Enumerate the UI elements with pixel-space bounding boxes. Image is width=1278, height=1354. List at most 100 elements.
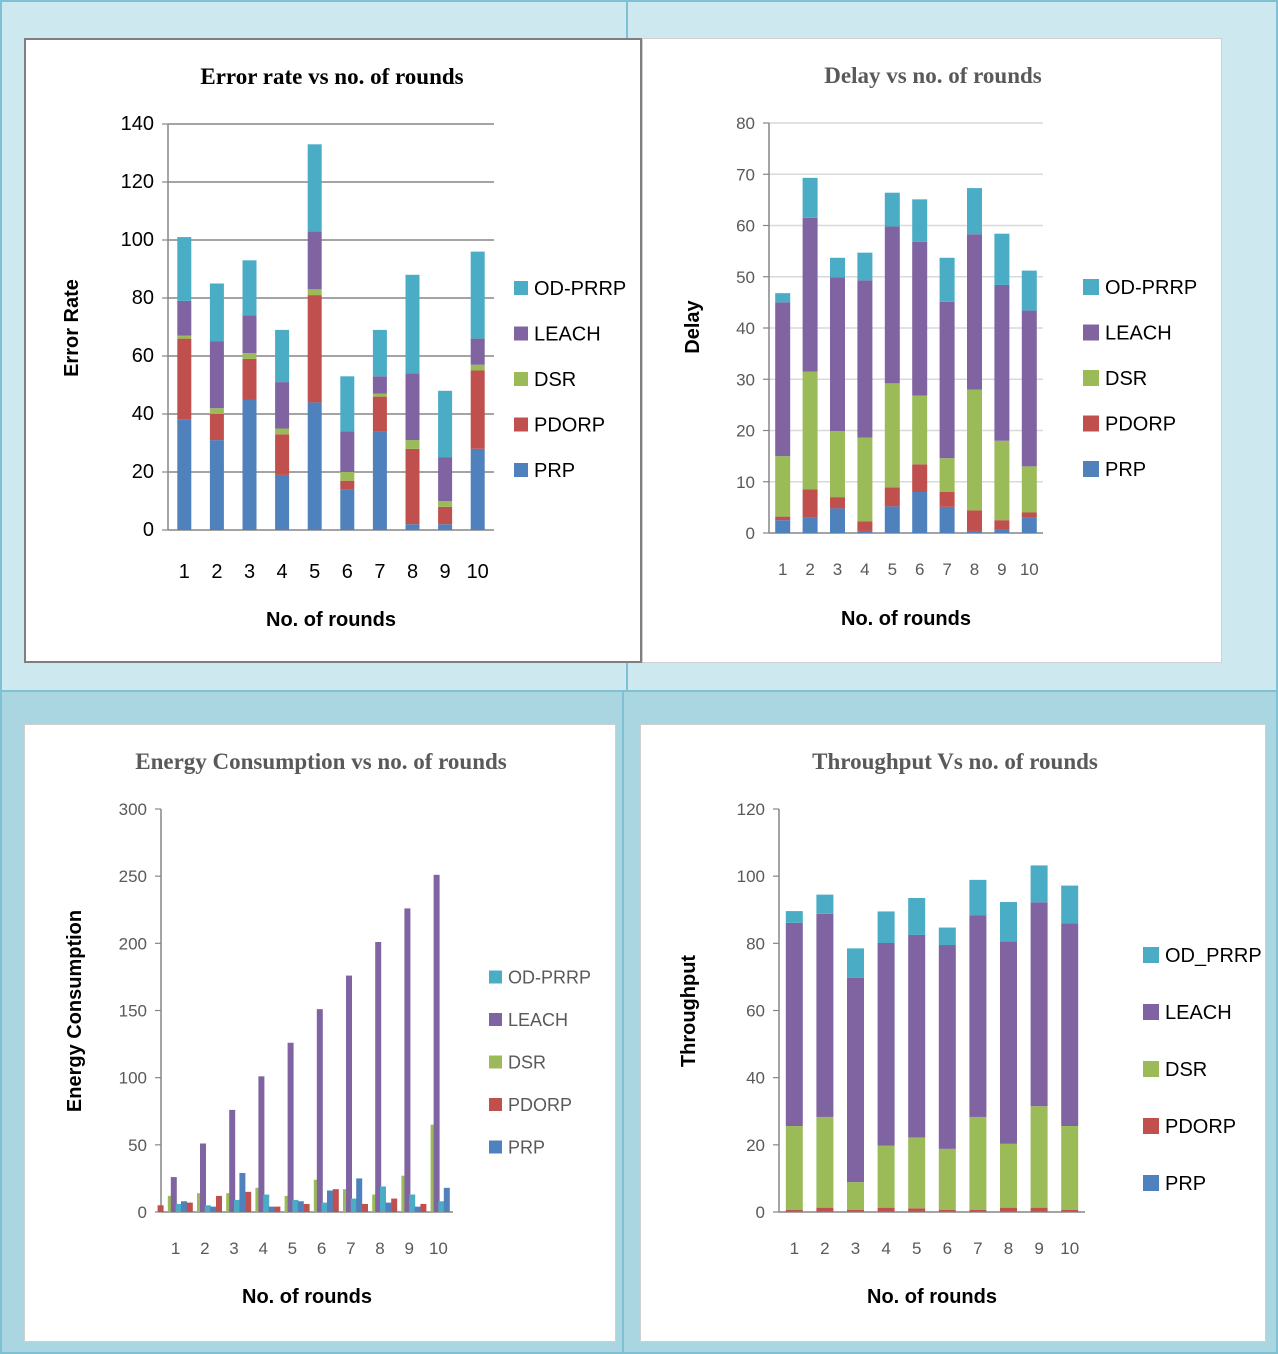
- y-tick-label: 100: [119, 1069, 147, 1088]
- bar-leach-7: [372, 376, 387, 394]
- legend-swatch-od-prrp: [514, 281, 528, 295]
- legend-swatch-prp: [1143, 1175, 1159, 1191]
- bar-leach-5: [908, 934, 926, 1138]
- bar-od-prrp-1: [775, 293, 791, 303]
- bar-leach-6: [938, 945, 956, 1149]
- bar-pdorp-7: [372, 396, 387, 432]
- bar-od-prrp-2: [816, 894, 834, 914]
- bar-leach-9: [404, 908, 411, 1212]
- bar-prp-5: [884, 506, 900, 533]
- bar-pdorp-3: [847, 1209, 864, 1211]
- bar-dsr-8: [405, 440, 420, 449]
- bar-pdorp-9: [391, 1198, 398, 1212]
- x-tick-label: 4: [881, 1239, 890, 1258]
- bar-od-prrp-5: [884, 192, 900, 227]
- y-axis-title: Error Rate: [61, 279, 83, 377]
- bar-pdorp-6: [340, 480, 355, 490]
- legend-swatch-pdorp: [514, 417, 528, 432]
- bar-pdorp-3: [830, 497, 845, 509]
- bar-pdorp-8: [405, 448, 420, 525]
- bar-leach-1: [170, 1177, 177, 1212]
- x-tick-label: 6: [317, 1239, 326, 1258]
- legend-label-od-prrp: OD_PRRP: [1165, 945, 1262, 967]
- bar-prp-9: [438, 524, 453, 530]
- bar-od-prrp-8: [967, 188, 982, 235]
- x-tick-label: 10: [1060, 1239, 1079, 1258]
- bar-leach-7: [346, 975, 352, 1212]
- bar-prp-7: [969, 1210, 987, 1212]
- y-tick-label: 20: [132, 461, 154, 483]
- bar-pdorp-6: [912, 464, 928, 492]
- legend-label-dsr: DSR: [534, 369, 576, 391]
- bar-od-prrp-2: [204, 1205, 211, 1212]
- bar-dsr-10: [470, 364, 485, 371]
- bar-pdorp-8: [362, 1203, 368, 1212]
- y-tick-label: 70: [736, 165, 755, 184]
- legend-swatch-prp: [514, 463, 528, 477]
- chart-title: Error rate vs no. of rounds: [200, 64, 463, 89]
- bar-od-prrp-6: [321, 1202, 328, 1212]
- x-tick-label: 7: [374, 561, 385, 583]
- x-axis-title: No. of rounds: [867, 1286, 997, 1308]
- bar-od-prrp-6: [340, 376, 355, 432]
- bar-od-prrp-9: [1030, 865, 1048, 903]
- bar-od-prrp-4: [877, 911, 895, 943]
- bar-dsr-6: [938, 1148, 956, 1210]
- y-tick-label: 300: [119, 800, 147, 819]
- legend-swatch-od-prrp: [1083, 279, 1099, 295]
- x-tick-label: 1: [179, 561, 190, 583]
- bar-leach-3: [847, 977, 864, 1183]
- x-tick-label: 6: [943, 1239, 952, 1258]
- bar-dsr-7: [969, 1116, 987, 1210]
- x-axis-title: No. of rounds: [266, 609, 396, 631]
- bar-od-prrp-8: [1000, 902, 1017, 942]
- bar-prp-3: [239, 1173, 246, 1212]
- bar-od-prrp-6: [938, 927, 956, 946]
- bar-prp-1: [785, 1210, 803, 1212]
- bar-prp-1: [181, 1201, 187, 1212]
- bar-pdorp-7: [332, 1189, 339, 1212]
- delay-chart: Delay vs no. of rounds 0 10 20 30 40 50 60 70 80 1…: [682, 63, 1197, 630]
- legend-label-leach: LEACH: [508, 1010, 568, 1030]
- y-tick-label: 200: [119, 934, 147, 953]
- y-tick-label: 10: [736, 473, 755, 492]
- bar-leach-3: [242, 315, 257, 354]
- bar-prp-3: [847, 1210, 864, 1212]
- bar-leach-7: [939, 301, 955, 459]
- x-tick-label: 10: [429, 1239, 448, 1258]
- bar-prp-6: [938, 1210, 956, 1212]
- bar-prp-8: [405, 524, 420, 530]
- bar-prp-10: [443, 1187, 450, 1212]
- x-tick-label: 8: [375, 1239, 384, 1258]
- bar-od-prrp-3: [234, 1199, 240, 1212]
- legend-swatch-leach: [1083, 324, 1099, 341]
- legend-swatch-dsr: [489, 1055, 502, 1069]
- x-tick-label: 5: [888, 560, 897, 579]
- bar-pdorp-2: [816, 1207, 834, 1211]
- bar-pdorp-5: [307, 295, 322, 403]
- bar-prp-5: [307, 402, 322, 530]
- bar-od-prrp-7: [372, 329, 387, 377]
- y-tick-label: 40: [132, 403, 154, 425]
- energy-chart: Energy Consumption vs no. of rounds 0 50 10…: [64, 749, 591, 1308]
- x-axis-title: No. of rounds: [242, 1286, 372, 1308]
- x-tick-label: 7: [942, 560, 951, 579]
- bar-prp-5: [297, 1201, 304, 1212]
- bar-prp-8: [967, 530, 982, 533]
- chart-title: Delay vs no. of rounds: [824, 63, 1042, 88]
- legend-label-pdorp: PDORP: [1165, 1116, 1236, 1138]
- bar-leach-5: [287, 1042, 294, 1212]
- bar-dsr-5: [908, 1137, 926, 1209]
- y-tick-label: 120: [121, 171, 154, 193]
- bar-leach-4: [857, 280, 873, 438]
- legend-swatch-prp: [1083, 461, 1099, 477]
- chart-title: Energy Consumption vs no. of rounds: [135, 749, 507, 774]
- x-tick-label: 2: [820, 1239, 829, 1258]
- bar-prp-2: [209, 440, 224, 530]
- bar-leach-1: [785, 922, 803, 1127]
- bar-od-prrp-3: [242, 260, 257, 316]
- bar-leach-4: [258, 1076, 265, 1212]
- bar-od-prrp-9: [409, 1194, 416, 1212]
- bar-leach-8: [1000, 941, 1017, 1144]
- bar-pdorp-3: [242, 358, 257, 400]
